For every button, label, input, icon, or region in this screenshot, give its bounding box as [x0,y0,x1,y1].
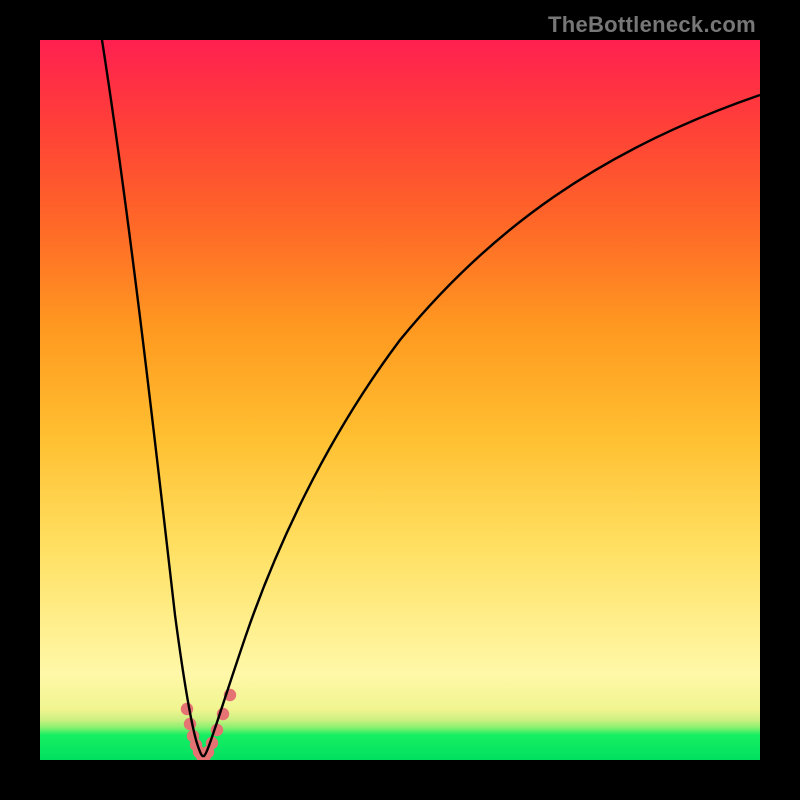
watermark-link[interactable]: TheBottleneck.com [548,12,756,38]
plot-area [40,40,760,760]
bottleneck-curve [102,40,760,756]
curve-layer [40,40,760,760]
